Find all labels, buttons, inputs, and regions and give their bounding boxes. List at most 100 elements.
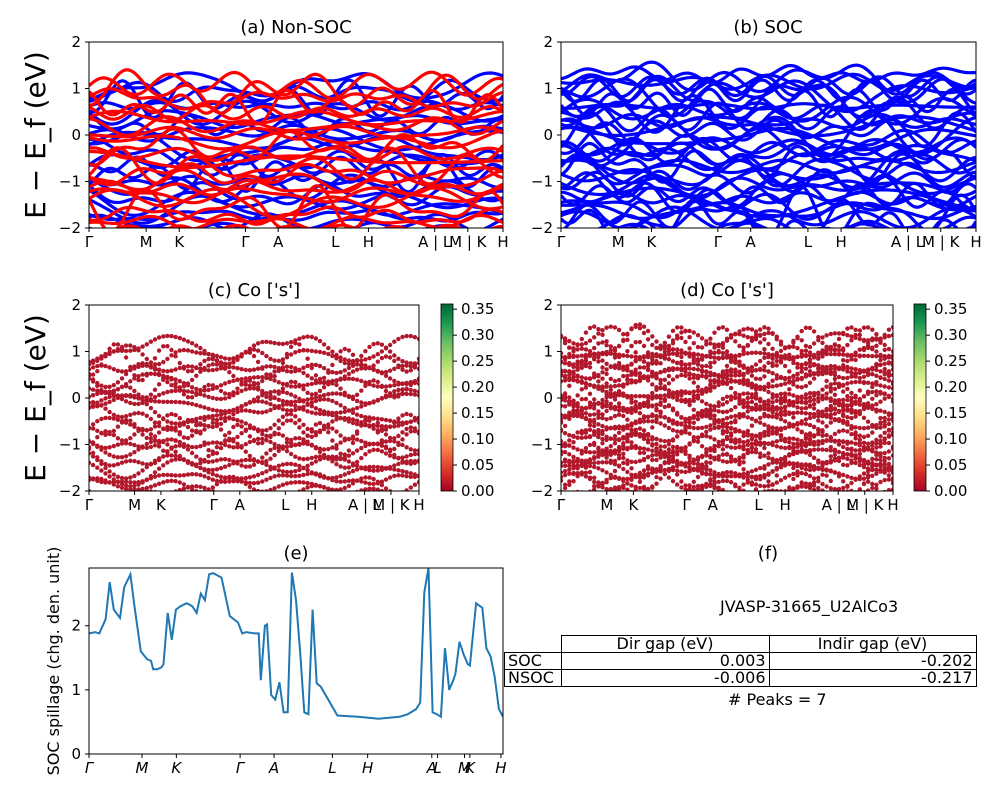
band-point xyxy=(334,382,339,388)
band-point xyxy=(753,332,759,337)
band-point xyxy=(762,453,767,458)
band-point xyxy=(214,362,220,367)
band-point xyxy=(741,371,746,377)
band-point xyxy=(857,379,862,385)
band-point xyxy=(687,431,692,436)
band-point xyxy=(194,423,199,428)
band-point xyxy=(115,348,121,353)
band-point xyxy=(853,460,858,466)
band-point xyxy=(387,376,393,381)
band-point xyxy=(177,365,182,371)
band-point xyxy=(704,354,709,359)
band-point xyxy=(317,446,323,451)
band-point xyxy=(297,463,302,469)
band-point xyxy=(836,331,842,336)
band-point xyxy=(123,479,129,484)
band-point xyxy=(136,364,141,369)
band-point xyxy=(857,375,862,381)
band-point xyxy=(675,347,680,352)
band-point xyxy=(803,399,809,405)
band-point xyxy=(861,426,867,431)
band-point xyxy=(890,464,893,470)
band-point xyxy=(136,460,141,465)
ytick-label: 1 xyxy=(71,681,81,699)
band-point xyxy=(293,442,298,448)
band-point xyxy=(334,487,339,491)
band-point xyxy=(691,330,696,335)
band-point xyxy=(309,455,314,461)
band-point xyxy=(400,334,405,340)
band-point xyxy=(210,362,215,367)
band-point xyxy=(803,435,809,440)
band-point xyxy=(853,453,858,458)
band-point xyxy=(782,405,788,410)
band-point xyxy=(633,444,638,449)
band-point xyxy=(276,391,281,396)
band-point xyxy=(733,445,738,450)
band-point xyxy=(675,449,680,454)
band-point xyxy=(222,433,228,438)
band-point xyxy=(416,452,419,457)
band-point xyxy=(820,440,825,446)
band-point xyxy=(886,393,892,399)
band-point xyxy=(654,393,659,399)
band-point xyxy=(662,352,667,358)
band-point xyxy=(222,409,228,414)
band-point xyxy=(604,384,609,389)
band-point xyxy=(272,395,277,400)
band-point xyxy=(650,342,655,348)
band-point xyxy=(115,417,121,422)
band-point xyxy=(878,354,883,359)
band-point xyxy=(753,487,759,491)
band-point xyxy=(766,398,771,403)
band-point xyxy=(728,426,734,431)
band-point xyxy=(633,474,638,479)
band-point xyxy=(571,353,576,358)
band-point xyxy=(890,363,893,368)
band-point xyxy=(400,387,405,392)
band-point xyxy=(641,374,647,379)
band-point xyxy=(683,445,688,450)
band-point xyxy=(666,352,672,357)
band-point xyxy=(313,406,319,411)
band-point xyxy=(123,438,129,443)
band-point xyxy=(778,360,784,365)
band-point xyxy=(354,418,360,423)
band-point xyxy=(161,438,166,444)
band-point xyxy=(841,420,846,425)
band-point xyxy=(350,369,356,374)
band-point xyxy=(803,411,809,416)
panel-f-title: (f) xyxy=(758,543,778,564)
band-point xyxy=(363,383,368,388)
xtick-label: L xyxy=(328,759,336,777)
band-point xyxy=(695,426,701,431)
band-point xyxy=(321,375,327,381)
band-point xyxy=(616,354,622,360)
band-point xyxy=(404,381,409,387)
band-point xyxy=(666,438,672,444)
band-point xyxy=(181,400,187,405)
band-point xyxy=(132,432,137,437)
band-point xyxy=(641,414,647,419)
band-point xyxy=(227,408,232,414)
band-point xyxy=(716,380,721,385)
band-point xyxy=(841,363,846,368)
band-point xyxy=(737,455,742,460)
band-point xyxy=(728,445,734,450)
band-point xyxy=(857,336,862,342)
band-point xyxy=(412,335,418,340)
band-point xyxy=(301,387,306,392)
band-point xyxy=(305,401,310,407)
band-point xyxy=(753,467,759,472)
band-point xyxy=(404,426,409,432)
band-point xyxy=(152,371,158,377)
band-point xyxy=(596,415,601,420)
band-point xyxy=(123,399,129,404)
band-point xyxy=(313,398,319,404)
band-point xyxy=(803,396,809,401)
band-point xyxy=(379,482,385,488)
band-point xyxy=(645,486,651,491)
band-point xyxy=(724,459,730,465)
band-point xyxy=(288,473,294,479)
band-point xyxy=(140,400,145,406)
